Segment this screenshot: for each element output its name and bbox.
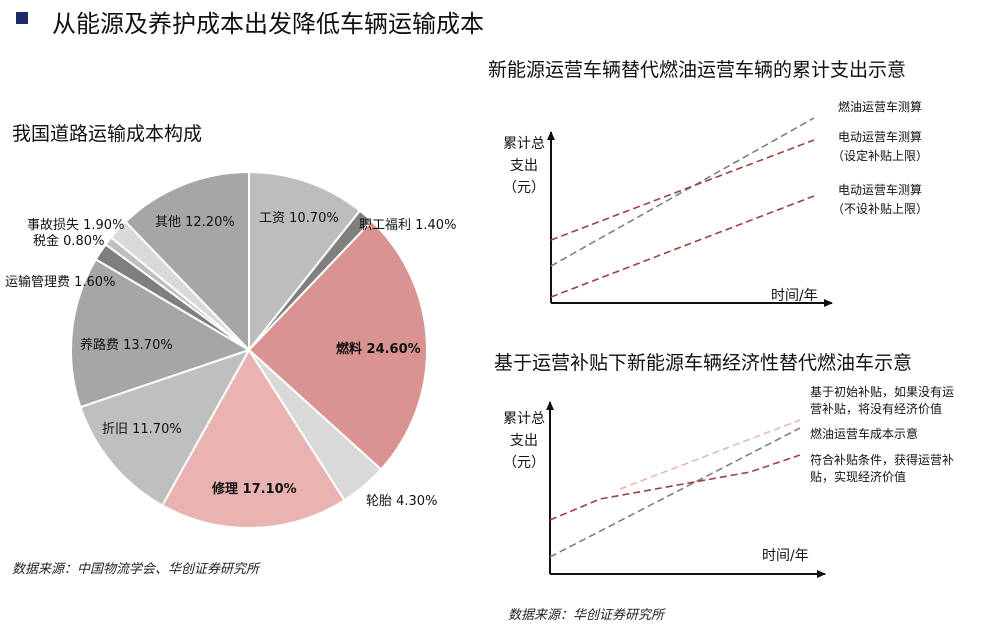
chart1-line-ev-capped [550, 139, 815, 241]
pie-label-5: 修理 17.10% [211, 481, 297, 497]
source-note-right: 数据来源：华创证券研究所 [508, 608, 665, 623]
pie-slice-6 [79, 348, 252, 507]
chart1-lines [550, 117, 815, 298]
pie-label-10: 事故损失 1.90% [27, 218, 124, 233]
chart1-line-fuel [550, 117, 815, 267]
chart2-ylabel-line3: （元） [503, 455, 545, 471]
subsidy-chart-title: 基于运营补贴下新能源车辆经济性替代燃油车示意 [494, 352, 913, 374]
pie-label-7: 养路费 13.70% [80, 337, 173, 353]
pie-slice-3 [247, 219, 428, 471]
chart2-xlabel: 时间/年 [762, 548, 809, 564]
chart1-xlabel: 时间/年 [771, 288, 818, 304]
title-marker [16, 12, 28, 24]
chart1-ylabel-line1: 累计总 [503, 136, 545, 152]
chart1-legend-ev-capped-1: 电动运营车测算 [838, 129, 922, 144]
chart2-legend-subsidy-1: 符合补贴条件，获得运营补 [810, 452, 954, 467]
chart1-ylabel-line2: 支出 [510, 158, 538, 174]
chart2-axes [546, 401, 826, 578]
chart1-legend-ev-capped-2: （设定补贴上限） [832, 148, 928, 163]
chart2-ylabel-line1: 累计总 [503, 411, 545, 427]
pie-slice-7 [70, 258, 252, 409]
pie-slice-11 [124, 170, 250, 353]
pie-label-2: 职工福利 1.40% [359, 218, 456, 233]
chart2-line-subsidy [549, 454, 801, 521]
pie-label-1: 工资 10.70% [259, 211, 339, 226]
chart2-line-fuel [549, 427, 801, 558]
pie-label-11: 其他 12.20% [155, 215, 235, 230]
pie-chart-title: 我国道路运输成本构成 [12, 123, 203, 145]
chart2-line-no-subsidy [619, 419, 801, 490]
chart2-legend-no-subsidy-2: 营补贴，将没有经济价值 [810, 401, 942, 416]
page-title: 从能源及养护成本出发降低车辆运输成本 [52, 10, 484, 38]
chart1-legend-ev-uncapped-1: 电动运营车测算 [838, 182, 922, 197]
chart1-line-ev-uncapped [550, 195, 815, 298]
chart2-legend-no-subsidy-1: 基于初始补贴，如果没有运 [810, 384, 954, 399]
chart2-lines [549, 419, 801, 558]
chart2-ylabel-line2: 支出 [510, 433, 538, 449]
cumulative-cost-chart-title: 新能源运营车辆替代燃油运营车辆的累计支出示意 [488, 59, 907, 81]
pie-label-8: 运输管理费 1.60% [5, 274, 115, 290]
chart2-legend-fuel: 燃油运营车成本示意 [810, 426, 918, 441]
chart1-legend-ev-uncapped-2: （不设补贴上限） [832, 202, 928, 216]
chart1-legend-fuel: 燃油运营车测算 [838, 99, 922, 114]
chart1-ylabel-line3: （元） [503, 180, 545, 196]
pie-label-4: 轮胎 4.30% [366, 494, 437, 509]
pie-label-6: 折旧 11.70% [102, 422, 182, 437]
pie-slice-1 [248, 170, 362, 353]
chart2-legend-subsidy-2: 贴，实现经济价值 [810, 469, 906, 484]
chart1-axes [547, 131, 833, 307]
pie-label-3: 燃料 24.60% [336, 341, 421, 357]
pie-label-9: 税金 0.80% [33, 233, 104, 249]
source-note-left: 数据来源：中国物流学会、华创证券研究所 [12, 562, 260, 577]
pie-slice-5 [160, 348, 346, 529]
pie-chart: 工资 10.70% 职工福利 1.40% 燃料 24.60% 轮胎 4.30% 修理 1… [5, 170, 456, 529]
